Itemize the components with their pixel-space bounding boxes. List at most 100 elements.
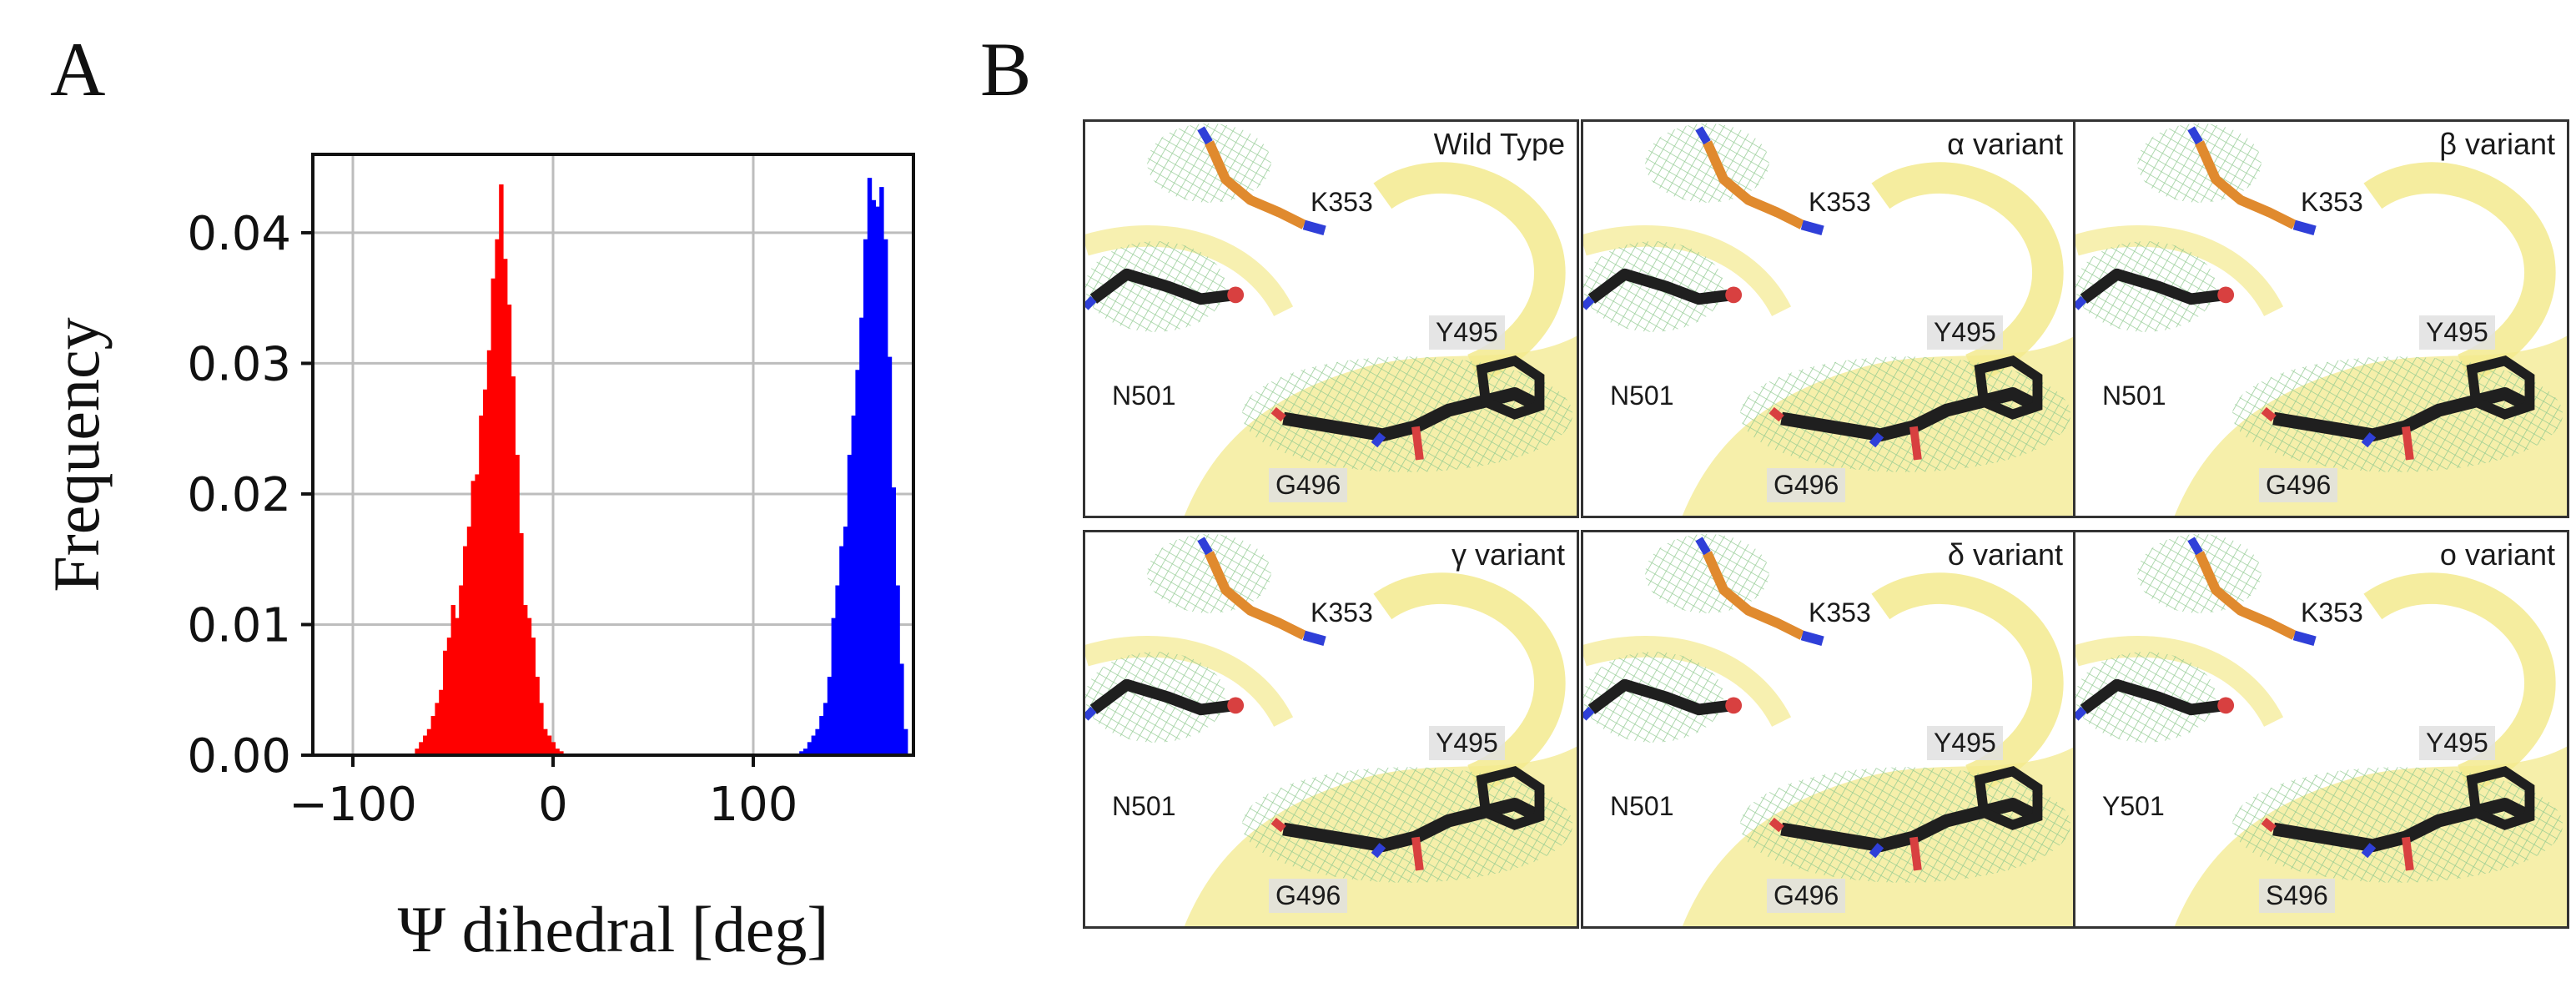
histogram-bar-blue <box>891 487 896 755</box>
histogram-bar-red <box>475 474 480 755</box>
residue-label: N501 <box>1112 381 1176 411</box>
histogram-bar-blue <box>867 178 873 755</box>
histogram-bar-red <box>483 389 488 755</box>
histogram-bar-red <box>546 735 552 755</box>
histogram-bar-red <box>495 239 500 755</box>
histogram-bar-red <box>446 638 452 755</box>
residue-label: Y495 <box>1927 315 2003 350</box>
histogram-bar-red <box>526 617 532 755</box>
y-tick-label: 0.00 <box>187 729 291 784</box>
x-tick-label: 0 <box>538 778 568 832</box>
histogram-bar-red <box>511 376 516 755</box>
variant-title: γ variant <box>1451 537 1565 572</box>
histogram-bar-blue <box>819 716 824 755</box>
histogram-bar-blue <box>899 663 904 755</box>
histogram-bar-red <box>463 546 468 755</box>
histogram-bar-red <box>423 735 428 755</box>
y-tick-label: 0.01 <box>187 598 291 653</box>
histogram-bar-blue <box>895 585 900 755</box>
histogram-bar-red <box>519 532 524 755</box>
x-tick-label: −100 <box>289 778 417 832</box>
histogram-bar-red <box>535 677 540 755</box>
histogram-bar-blue <box>843 527 848 755</box>
histogram-bar-blue <box>851 416 856 755</box>
residue-label: N501 <box>1112 791 1176 821</box>
residue-label: Y495 <box>1429 726 1505 760</box>
histogram-bar-red <box>539 703 544 755</box>
variant-title: α variant <box>1947 127 2063 161</box>
chart-plot-area <box>313 154 913 755</box>
residue-label: K353 <box>1809 187 1871 217</box>
histogram-bar-red <box>435 703 440 755</box>
x-axis-label: Ψ dihedral [deg] <box>398 893 829 965</box>
histogram-bar-red <box>455 617 460 755</box>
histogram-bar-red <box>491 278 496 755</box>
residue-label: G496 <box>1767 468 1846 502</box>
histogram-bar-blue <box>871 199 876 756</box>
histogram-bar-red <box>503 259 508 755</box>
histogram-bar-blue <box>803 748 808 755</box>
residue-label: N501 <box>1610 791 1674 821</box>
residue-label: G496 <box>2259 468 2338 502</box>
histogram-bar-blue <box>835 585 840 755</box>
structure-panel: γ variant K353 Y495 N501 G496 <box>1083 530 1579 929</box>
residue-label: Y495 <box>2419 315 2495 350</box>
histogram-bar-red <box>426 728 432 755</box>
histogram-bar-red <box>506 305 512 755</box>
histogram-bar-red <box>551 742 556 755</box>
structure-panel: δ variant K353 Y495 N501 G496 <box>1581 530 2077 929</box>
y-tick-label: 0.02 <box>187 468 291 522</box>
histogram-bar-blue <box>839 546 844 755</box>
histogram-bar-blue <box>831 617 836 755</box>
histogram-chart: −100 0 100 0.00 0.01 0.02 0.03 0.04 Ψ dihedral … <box>40 153 915 965</box>
structure-panel: β variant K353 Y495 N501 G496 <box>2073 119 2569 518</box>
residue-label: G496 <box>1767 879 1846 913</box>
histogram-bar-blue <box>815 728 820 755</box>
histogram-bar-red <box>543 728 548 755</box>
residue-label: K353 <box>1311 187 1373 217</box>
residue-label: Y495 <box>1927 726 2003 760</box>
histogram-bar-red <box>515 455 520 755</box>
structure-panel: o variant K353 Y495 Y501 S496 <box>2073 530 2569 929</box>
residue-label: K353 <box>1311 597 1373 628</box>
residue-label: N501 <box>2102 381 2166 411</box>
histogram-bar-blue <box>879 187 884 755</box>
structure-panel: Wild Type K353 Y495 N501 G496 <box>1083 119 1579 518</box>
histogram-bar-red <box>486 350 492 755</box>
variant-title: β variant <box>2439 127 2555 161</box>
histogram-bar-blue <box>887 356 893 755</box>
histogram-bar-red <box>430 716 435 755</box>
histogram-bar-blue <box>799 751 804 755</box>
histogram-bar-red <box>479 416 484 755</box>
histogram-bar-blue <box>863 239 868 755</box>
residue-label: N501 <box>1610 381 1674 411</box>
histogram-bar-red <box>523 605 528 755</box>
residue-label: G496 <box>1269 879 1348 913</box>
residue-label: K353 <box>2301 597 2363 628</box>
histogram-bar-blue <box>875 206 880 755</box>
residue-label: Y495 <box>2419 726 2495 760</box>
histogram-bar-red <box>459 585 464 755</box>
plot-frame <box>311 153 915 757</box>
variant-title: δ variant <box>1947 537 2063 572</box>
y-tick-label: 0.04 <box>187 207 291 261</box>
histogram-bar-blue <box>855 370 860 755</box>
histogram-bar-blue <box>811 735 816 755</box>
molecular-structure-illustration <box>1583 533 2075 926</box>
x-tick-label: 100 <box>709 778 798 832</box>
panel-b-letter: B <box>980 27 1032 112</box>
residue-label: S496 <box>2259 879 2335 913</box>
histogram-bar-red <box>466 527 472 755</box>
histogram-bar-red <box>415 748 420 755</box>
histogram-bar-red <box>470 481 475 755</box>
histogram-bar-blue <box>883 239 888 755</box>
residue-label: G496 <box>1269 468 1348 502</box>
histogram-bar-red <box>531 638 536 755</box>
histogram-bar-red <box>555 748 560 755</box>
histogram-bar-blue <box>823 703 828 755</box>
panel-a-letter: A <box>50 27 106 112</box>
residue-label: Y495 <box>1429 315 1505 350</box>
histogram-bar-red <box>419 742 424 755</box>
histogram-bar-red <box>499 184 504 755</box>
molecular-structure-illustration <box>2075 123 2567 516</box>
